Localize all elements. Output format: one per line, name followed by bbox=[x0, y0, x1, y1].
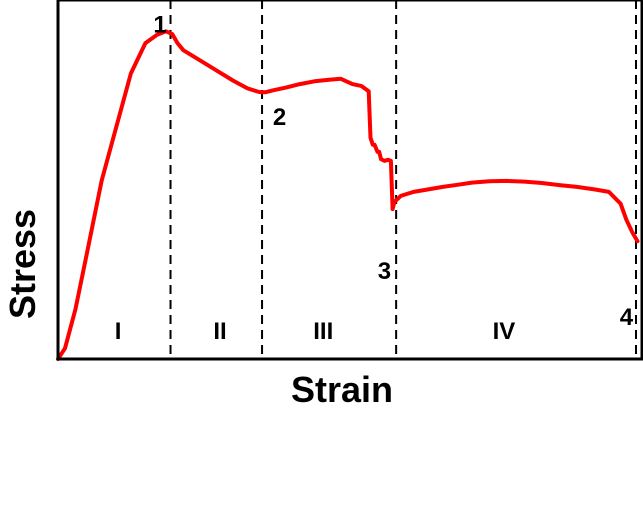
region-label-i: I bbox=[115, 318, 122, 345]
point-label-3: 3 bbox=[378, 258, 391, 285]
region-label-iii: III bbox=[313, 318, 333, 345]
region-label-ii: II bbox=[213, 318, 226, 345]
plot-frame bbox=[56, 0, 643, 361]
region-label-iv: IV bbox=[493, 318, 516, 345]
point-label-2: 2 bbox=[273, 104, 286, 131]
x-axis-label: Strain bbox=[291, 369, 393, 410]
y-axis-label: Stress bbox=[2, 209, 43, 319]
point-label-4: 4 bbox=[620, 304, 634, 331]
region-dividers bbox=[169, 0, 637, 359]
point-label-1: 1 bbox=[153, 11, 166, 38]
region-labels: I II III IV bbox=[115, 318, 516, 345]
point-labels: 1 2 3 4 bbox=[153, 11, 633, 331]
stress-strain-curve bbox=[56, 29, 640, 361]
